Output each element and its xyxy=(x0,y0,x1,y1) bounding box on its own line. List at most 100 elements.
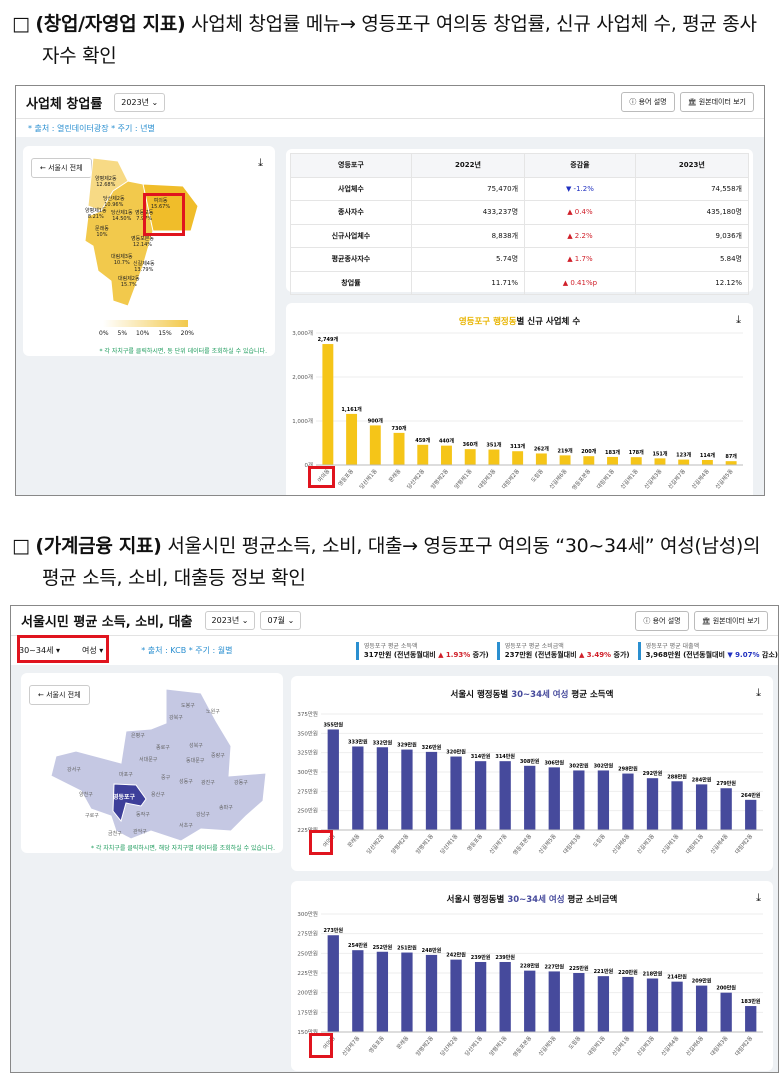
bar[interactable] xyxy=(720,992,732,1032)
gender-select[interactable]: 여성 ▾ xyxy=(81,646,104,655)
bar[interactable] xyxy=(701,459,713,465)
bar-value-label: 2,749개 xyxy=(318,336,339,343)
seoul-map[interactable] xyxy=(41,681,271,841)
bar[interactable] xyxy=(327,729,339,830)
bar[interactable] xyxy=(376,951,389,1032)
district-label: 광진구 xyxy=(201,780,215,786)
bar[interactable] xyxy=(548,767,560,830)
bar[interactable] xyxy=(499,761,511,830)
map-dong-label: 당산제1동 14.50% xyxy=(111,210,133,222)
bar[interactable] xyxy=(720,788,732,830)
value-2023: 435,180명 xyxy=(634,200,750,225)
x-tick-label: 당산제1동 xyxy=(438,832,459,855)
bar[interactable] xyxy=(654,458,666,465)
map-region[interactable] xyxy=(50,688,267,841)
bar[interactable] xyxy=(725,461,737,465)
download-icon[interactable]: ⤓ xyxy=(756,686,761,699)
bar[interactable] xyxy=(607,456,618,465)
back-to-seoul-button[interactable]: ← 서울시 전체 xyxy=(31,158,92,178)
bar[interactable] xyxy=(559,455,571,465)
month-select[interactable]: 07월 ⌄ xyxy=(260,611,302,630)
bar[interactable] xyxy=(646,778,659,830)
bar-value-label: 440개 xyxy=(439,438,454,445)
bar[interactable] xyxy=(524,765,536,830)
bar[interactable] xyxy=(597,976,610,1032)
bar[interactable] xyxy=(671,981,683,1032)
age-select[interactable]: 30~34세 ▾ xyxy=(19,646,60,655)
back-to-seoul-button[interactable]: ← 서울시 전체 xyxy=(29,685,90,705)
bar-value-label: 306만원 xyxy=(544,759,564,766)
bar[interactable] xyxy=(474,761,487,830)
map-region[interactable] xyxy=(87,157,129,212)
bar[interactable] xyxy=(393,432,405,465)
x-tick-label: 신길제1동 xyxy=(618,467,639,490)
raw-data-button[interactable]: 🏛 원본데이터 보기 xyxy=(679,92,754,112)
bar-value-label: 292만원 xyxy=(643,770,663,777)
bar[interactable] xyxy=(352,746,364,830)
download-icon[interactable]: ⤓ xyxy=(258,156,263,169)
year-select[interactable]: 2023년 ⌄ xyxy=(204,611,256,630)
bar-value-label: 248만원 xyxy=(422,947,442,954)
bar[interactable] xyxy=(499,961,511,1032)
yeongdeungpo-region[interactable] xyxy=(112,783,147,823)
bar[interactable] xyxy=(622,976,634,1032)
bar[interactable] xyxy=(376,747,389,830)
glossary-button[interactable]: ⓘ 용어 설명 xyxy=(621,92,675,112)
bar-value-label: 218만원 xyxy=(643,971,663,978)
download-icon[interactable]: ⤓ xyxy=(736,313,741,326)
bar[interactable] xyxy=(745,799,757,830)
bar-value-label: 228만원 xyxy=(520,963,540,970)
x-tick-label: 영등포동 xyxy=(336,467,355,488)
section1-desc: 사업체 창업률 메뉴→ 영등포구 여의동 창업률, 신규 사업체 수, 평균 종… xyxy=(42,13,757,67)
bar[interactable] xyxy=(352,950,364,1032)
district-label: 종로구 xyxy=(156,745,170,751)
bar[interactable] xyxy=(450,756,462,830)
bar-value-label: 459개 xyxy=(415,437,430,444)
bar[interactable] xyxy=(646,978,659,1032)
bar[interactable] xyxy=(401,952,413,1032)
bar[interactable] xyxy=(401,749,413,830)
download-icon[interactable]: ⤓ xyxy=(756,891,761,904)
bar[interactable] xyxy=(369,425,381,465)
year-select[interactable]: 2023년 ⌄ xyxy=(114,92,166,112)
bar[interactable] xyxy=(450,959,462,1032)
bar-value-label: 314만원 xyxy=(471,753,491,760)
bar[interactable] xyxy=(573,770,585,830)
page-header: 사업체 창업률 2023년 ⌄ ⓘ 용어 설명 🏛 원본데이터 보기 xyxy=(16,86,764,119)
bar[interactable] xyxy=(524,970,536,1032)
y-tick-label: 325만원 xyxy=(297,749,318,757)
bar[interactable] xyxy=(573,973,585,1032)
bar[interactable] xyxy=(464,449,476,465)
bar[interactable] xyxy=(597,770,610,830)
bar[interactable] xyxy=(417,444,429,465)
bar[interactable] xyxy=(583,456,595,465)
bar[interactable] xyxy=(425,751,438,830)
bar[interactable] xyxy=(678,459,690,465)
bar[interactable] xyxy=(630,457,642,465)
kpi-amount: 3,968만원 (전년동월대비 xyxy=(645,650,728,659)
table-row: 사업체수 75,470개 ▼ -1.2% 74,558개 xyxy=(290,176,750,201)
bar[interactable] xyxy=(745,1006,757,1032)
bar[interactable] xyxy=(622,773,634,830)
bar[interactable] xyxy=(671,781,683,830)
bar[interactable] xyxy=(346,413,358,465)
bar[interactable] xyxy=(425,954,438,1032)
bar[interactable] xyxy=(695,985,708,1032)
page-title: 서울시민 평균 소득, 소비, 대출 xyxy=(21,615,193,630)
bar[interactable] xyxy=(488,449,500,465)
dong-rate: 10.96% xyxy=(104,202,124,208)
dong-rate: 10% xyxy=(96,232,108,238)
x-tick-label: 양평제2동 xyxy=(414,1034,435,1057)
bar[interactable] xyxy=(548,971,560,1032)
raw-data-button[interactable]: 🏛 원본데이터 보기 xyxy=(693,610,768,631)
bar[interactable] xyxy=(327,935,339,1032)
glossary-button[interactable]: ⓘ 용어 설명 xyxy=(635,610,689,631)
bar[interactable] xyxy=(535,453,547,465)
bar[interactable] xyxy=(474,961,487,1032)
bar[interactable] xyxy=(695,784,708,830)
dong-rate: 13.79% xyxy=(134,267,154,273)
bar[interactable] xyxy=(322,344,334,465)
bar[interactable] xyxy=(512,451,524,465)
value-2022: 75,470개 xyxy=(410,176,526,201)
bar[interactable] xyxy=(441,445,452,465)
